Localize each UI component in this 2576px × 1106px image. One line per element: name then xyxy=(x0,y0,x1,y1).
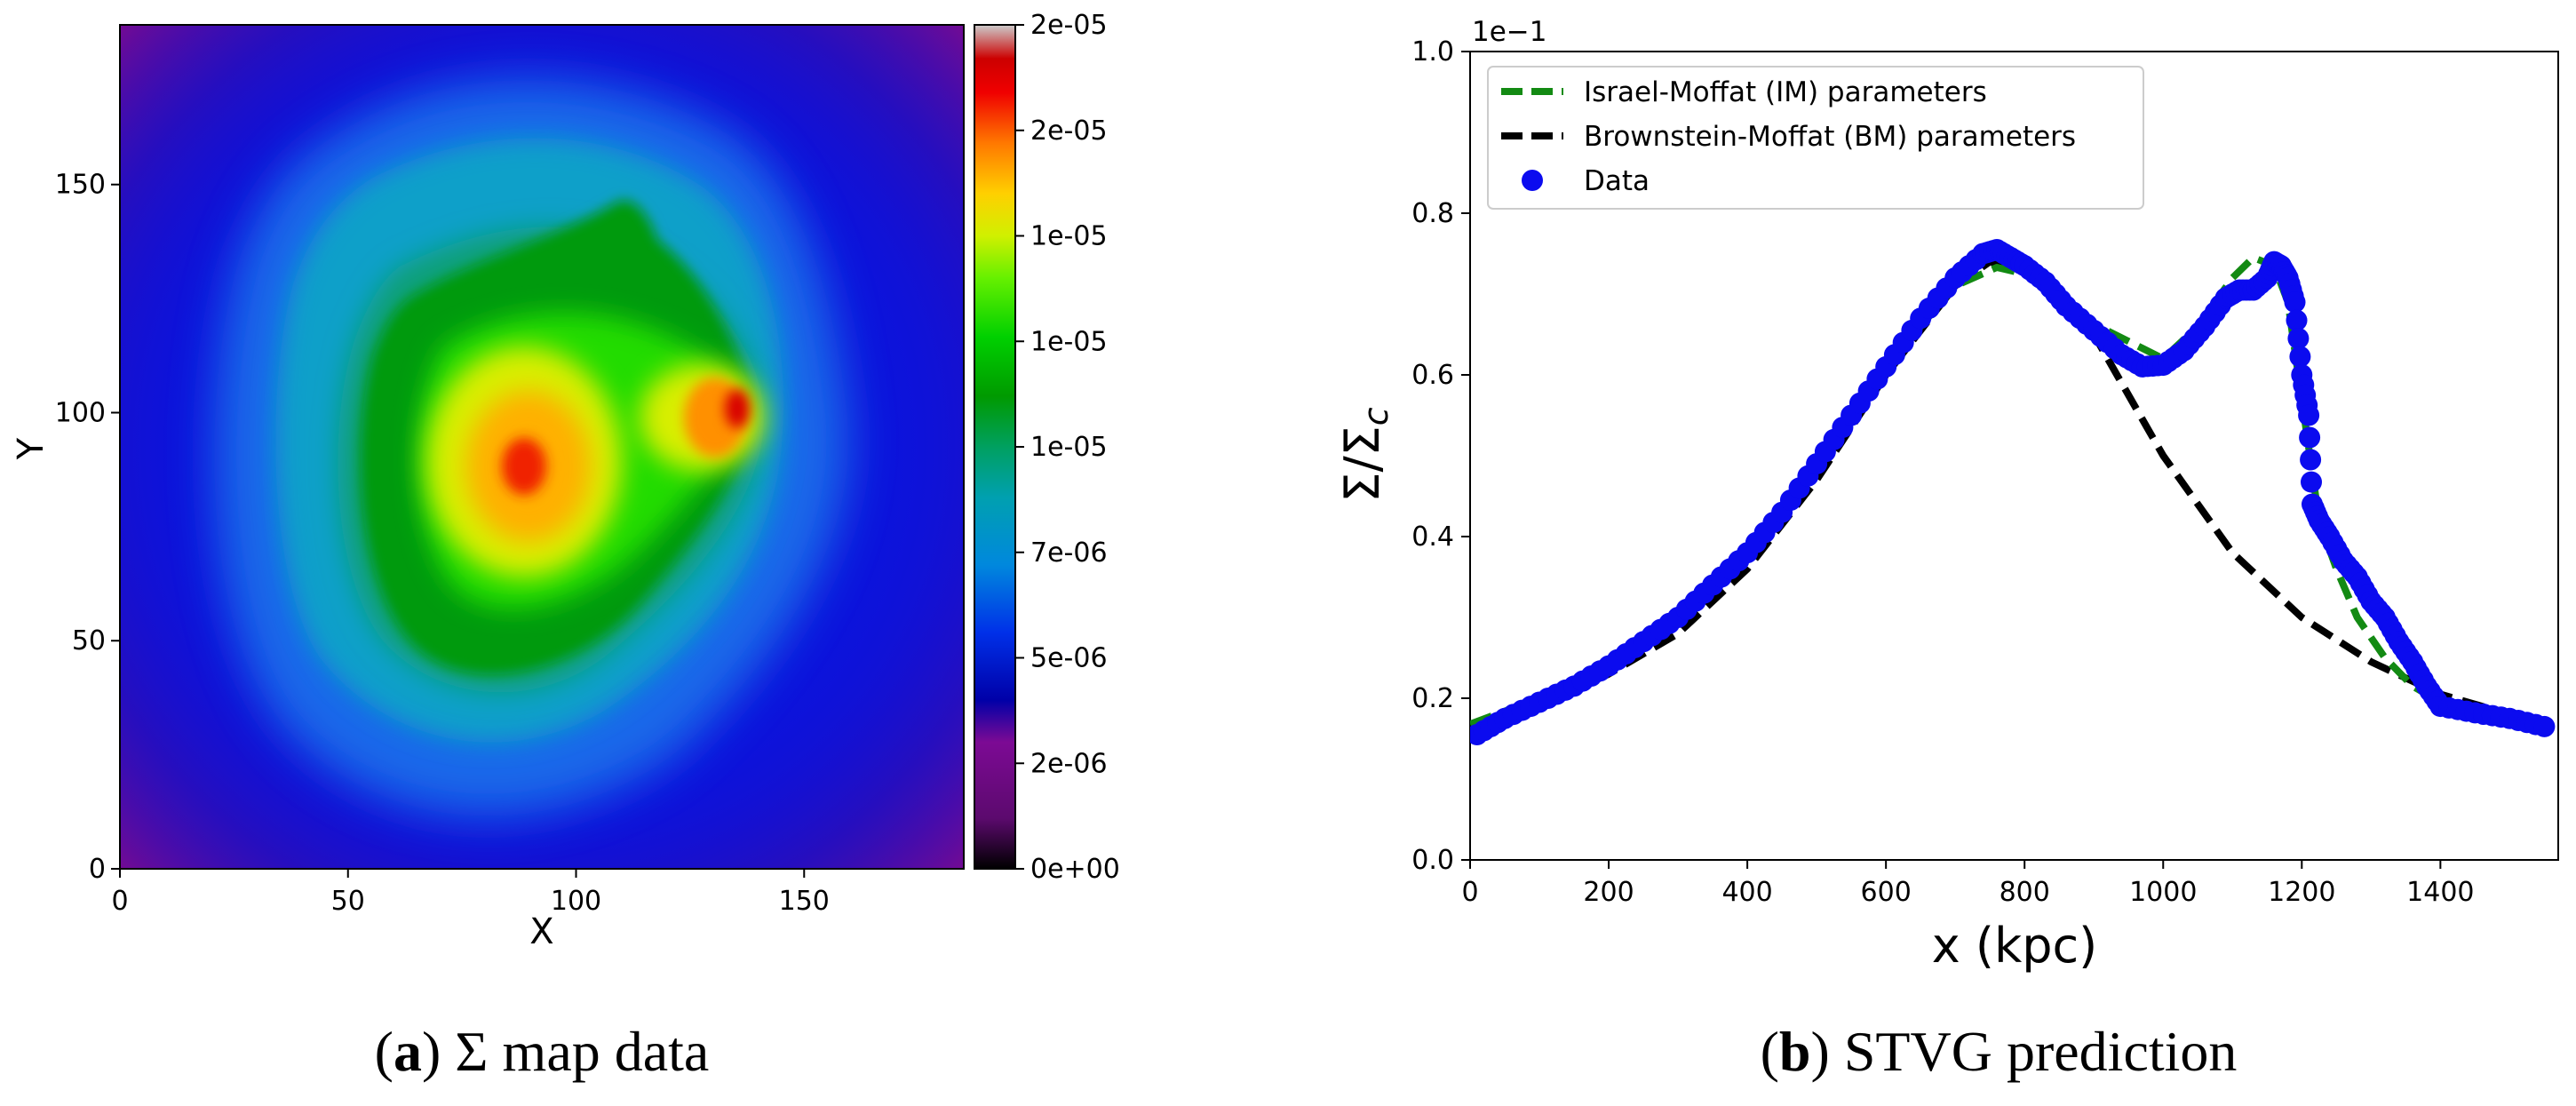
heatmap-y-label: Y xyxy=(11,437,52,460)
line-x-tick-label: 400 xyxy=(1721,877,1772,908)
data-point xyxy=(2289,346,2311,368)
line-x-tick-label: 800 xyxy=(2000,877,2050,908)
legend-im-label: Israel-Moffat (IM) parameters xyxy=(1584,76,1987,108)
caption-b-label: b xyxy=(1779,1020,1811,1083)
heatmap-x-tick-label: 150 xyxy=(779,886,830,917)
legend-box xyxy=(1487,66,2144,210)
legend-bm-label: Brownstein-Moffat (BM) parameters xyxy=(1584,121,2076,153)
line-y-label-sub: c xyxy=(1356,407,1395,426)
line-y-tick-label: 1.0 xyxy=(1411,36,1454,68)
heatmap-x-label: X xyxy=(529,911,553,952)
line-y-label: Σ/Σc xyxy=(1334,407,1395,502)
colorbar-tick-label: 1e-05 xyxy=(1030,432,1108,463)
caption-a-text: Σ map data xyxy=(455,1020,709,1083)
colorbar-tick-label: 7e-06 xyxy=(1030,537,1108,569)
heatmap-y-tick-label: 0 xyxy=(89,854,106,885)
series-layer xyxy=(1470,239,2556,745)
line-x-tick-label: 600 xyxy=(1861,877,1912,908)
colorbar-ticks: 0e+00 2e-06 5e-06 7e-06 1e-05 1e-05 1e-05 2e-05… xyxy=(1015,10,1120,885)
caption-a: (a) Σ map data xyxy=(375,1020,710,1083)
data-point xyxy=(2298,404,2320,426)
colorbar-tick-label: 5e-06 xyxy=(1030,643,1108,674)
data-point xyxy=(2287,328,2310,349)
colorbar-tick-label: 2e-05 xyxy=(1030,10,1108,41)
line-axes: 0 200 400 600 800 1000 1200 1400 0.0 0.2 0.4 0.6 0.8… xyxy=(1411,36,2474,908)
data-point xyxy=(2299,426,2321,449)
colorbar-tick-label: 2e-06 xyxy=(1030,748,1108,779)
im-curve xyxy=(1470,254,2549,730)
offset-text: 1e−1 xyxy=(1472,16,1547,48)
line-y-tick-label: 0.6 xyxy=(1411,360,1454,391)
caption-a-label: a xyxy=(394,1020,422,1083)
colorbar-tick-label: 0e+00 xyxy=(1030,854,1120,885)
line-y-tick-label: 0.2 xyxy=(1411,683,1454,714)
line-x-tick-label: 200 xyxy=(1583,877,1634,908)
heatmap-y-tick-label: 50 xyxy=(72,625,106,656)
heatmap-y-tick-label: 100 xyxy=(55,397,106,428)
line-x-tick-label: 1200 xyxy=(2268,877,2335,908)
caption-b-text: STVG prediction xyxy=(1844,1020,2238,1083)
heatmap-y-tick-label: 150 xyxy=(55,170,106,201)
heatmap-frame xyxy=(119,24,965,870)
heatmap-axes: 0 50 100 150 0 50 100 150 xyxy=(55,170,830,917)
bm-curve xyxy=(1470,258,2549,735)
line-y-tick-label: 0.0 xyxy=(1411,845,1454,876)
heatmap-x-tick-label: 100 xyxy=(551,886,601,917)
line-y-label-main: Σ/Σ xyxy=(1334,426,1390,502)
heatmap-image xyxy=(120,25,964,869)
data-point xyxy=(2300,449,2322,471)
heatmap-panel: 0 50 100 150 0 50 100 150 X Y 0e+00 2e-06 5e-06 7e… xyxy=(11,10,1120,952)
line-x-tick-label: 1400 xyxy=(2406,877,2474,908)
line-chart-panel: 0 200 400 600 800 1000 1200 1400 0.0 0.2 0.4 0.6 0.8… xyxy=(1334,16,2559,974)
heatmap-x-tick-label: 0 xyxy=(111,886,128,917)
data-point xyxy=(2533,715,2556,737)
legend-data-marker xyxy=(1522,170,1543,191)
data-point xyxy=(2301,471,2322,493)
colorbar-tick-label: 1e-05 xyxy=(1030,326,1108,357)
caption-b: (b) STVG prediction xyxy=(1761,1020,2238,1083)
line-x-label: x (kpc) xyxy=(1932,918,2098,974)
heatmap-x-tick-label: 50 xyxy=(331,886,365,917)
line-x-tick-label: 0 xyxy=(1461,877,1478,908)
colorbar xyxy=(974,24,1016,870)
legend-data-label: Data xyxy=(1584,165,1650,197)
data-point xyxy=(2284,291,2306,314)
colorbar-tick-label: 1e-05 xyxy=(1030,221,1108,252)
data-point xyxy=(2286,309,2308,331)
line-y-tick-label: 0.4 xyxy=(1411,521,1454,553)
line-y-tick-label: 0.8 xyxy=(1411,198,1454,229)
line-x-tick-label: 1000 xyxy=(2129,877,2197,908)
colorbar-tick-label: 2e-05 xyxy=(1030,115,1108,147)
legend: Israel-Moffat (IM) parameters Brownstein… xyxy=(1487,66,2144,210)
